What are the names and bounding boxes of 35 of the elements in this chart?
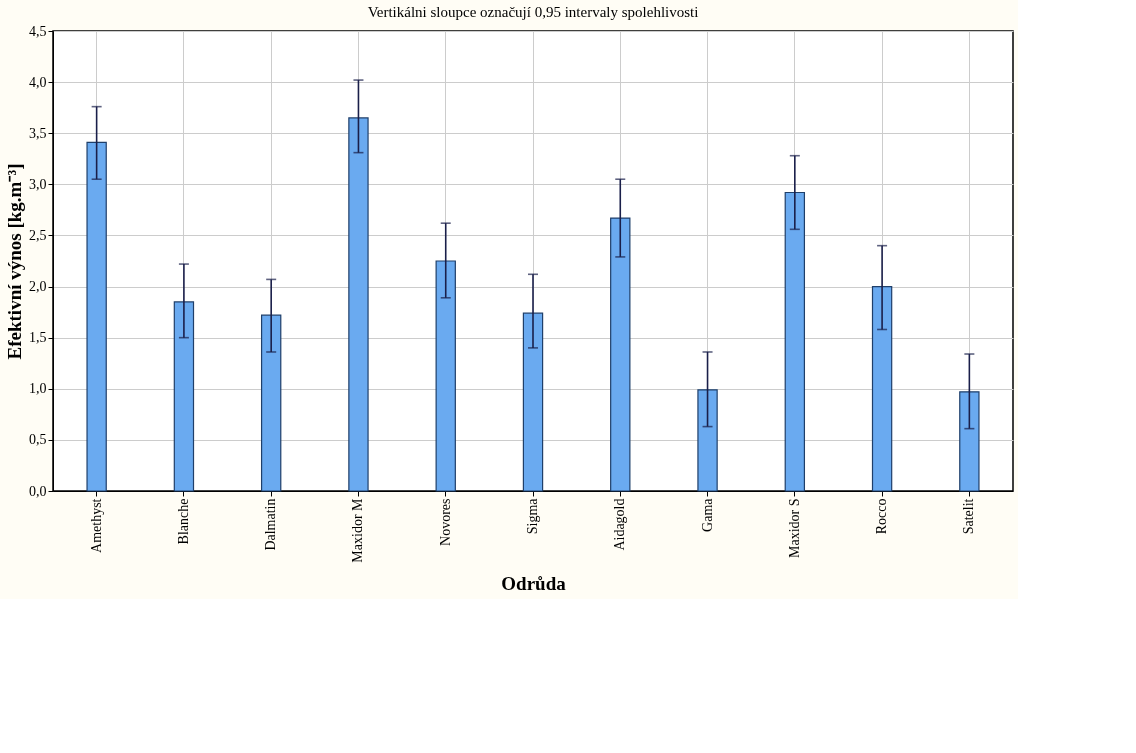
bar — [348, 117, 369, 492]
x-tick-label: Dalmatin — [263, 498, 279, 551]
chart-title: Vertikálni sloupce označují 0,95 intervaly spolehlivosti — [367, 4, 699, 20]
x-tick-label: Gama — [699, 497, 715, 532]
bar — [784, 191, 806, 492]
x-tick-label: Rocco — [874, 498, 890, 535]
x-tick-label: Blanche — [175, 498, 191, 545]
x-axis-title: Odrůda — [501, 572, 567, 594]
x-tick-label: Amethyst — [88, 498, 104, 553]
y-tick-label: 1,0 — [29, 381, 47, 397]
bar — [871, 285, 893, 492]
y-tick-label: 4,5 — [29, 23, 47, 39]
x-tick-label: Aidagold — [612, 498, 628, 551]
y-tick-label: 0,5 — [29, 432, 47, 448]
bar — [173, 301, 195, 492]
x-tick-label: Sigma — [525, 497, 540, 535]
bar — [435, 260, 456, 492]
x-tick-label: Maxidor M — [350, 497, 366, 563]
y-tick-label: 1,5 — [29, 330, 47, 346]
y-tick-label: 2,5 — [29, 227, 47, 243]
y-tick-label: 4,0 — [29, 74, 47, 90]
bar — [610, 217, 631, 492]
y-tick-label: 3,5 — [29, 125, 47, 141]
y-tick-label: 3,0 — [29, 176, 47, 192]
bar — [522, 312, 544, 492]
x-tick-label: Maxidor S — [786, 498, 802, 558]
bar — [959, 391, 980, 492]
x-tick-label: Satelit — [961, 498, 977, 535]
y-tick-label: 0,0 — [29, 483, 47, 499]
bar — [86, 141, 107, 492]
bar — [697, 389, 718, 492]
y-tick-label: 2,0 — [29, 279, 47, 295]
x-tick-label: Novores — [437, 498, 453, 546]
bar — [260, 314, 282, 492]
y-axis-title: Efektivní výnos [kg.m⁻³] — [4, 163, 25, 360]
